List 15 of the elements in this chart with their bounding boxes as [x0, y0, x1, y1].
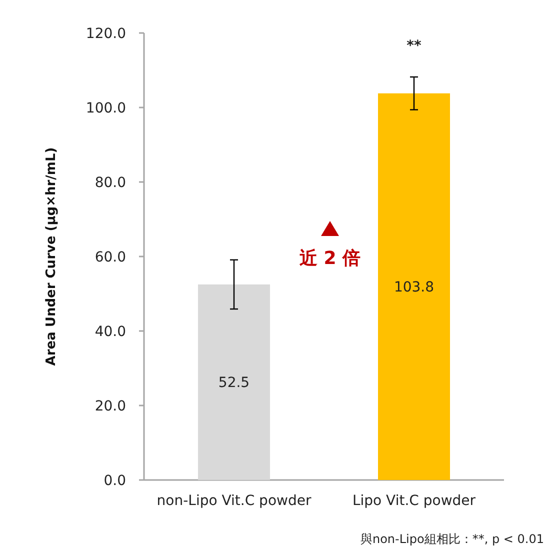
data-label: 103.8	[394, 280, 434, 296]
y-tick-label: 80.0	[94, 175, 126, 191]
data-label: 52.5	[218, 375, 250, 392]
text: 與non-Lipo組相比：**, p < 0.01	[360, 532, 544, 546]
y-tick-label: 0.0	[104, 473, 126, 489]
annotation: **	[406, 38, 422, 54]
y-tick-label: 100.0	[86, 100, 126, 116]
annotation: 近 2 倍	[298, 248, 361, 269]
y-tick-label: 40.0	[94, 324, 126, 340]
y-tick-label: 20.0	[94, 398, 126, 414]
y-axis-title: Area Under Curve (µg×hr/mL)	[44, 147, 59, 366]
x-tick-label: non-Lipo Vit.C powder	[156, 493, 312, 509]
y-tick-label: 120.0	[86, 26, 126, 42]
y-tick-label: 60.0	[94, 250, 126, 266]
x-tick-label: Lipo Vit.C powder	[352, 493, 476, 509]
